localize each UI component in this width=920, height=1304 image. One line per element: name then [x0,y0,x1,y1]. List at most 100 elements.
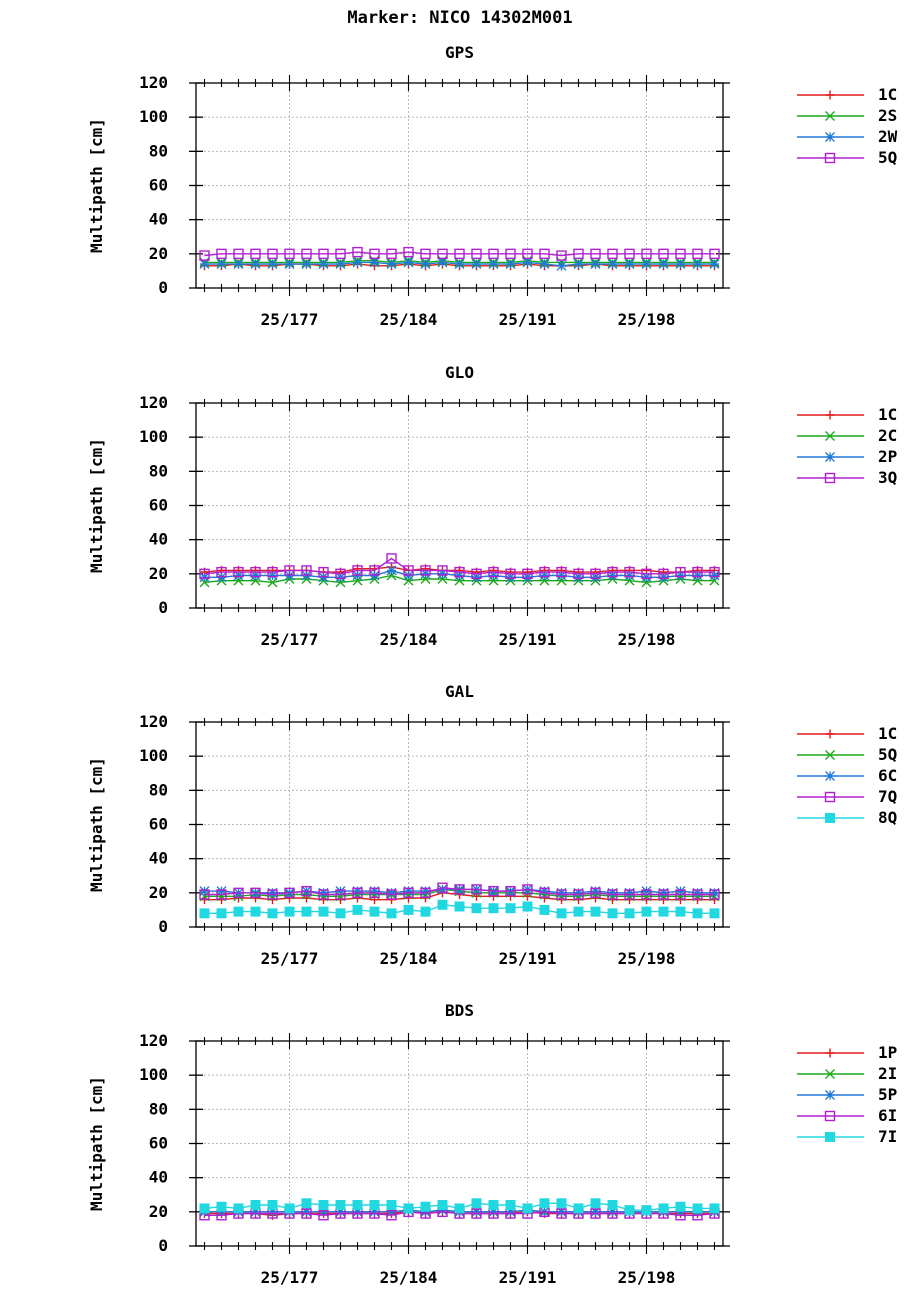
x-tick-label: 25/191 [499,949,557,968]
legend-label: 6I [878,1106,897,1125]
data-point [590,1206,601,1217]
data-point [658,568,669,580]
data-point [624,1205,635,1216]
data-point [675,248,686,260]
data-point [335,889,346,900]
data-point [335,572,346,583]
y-tick-label: 20 [149,883,168,902]
data-point [675,259,686,270]
y-axis-label: Multipath [cm] [87,438,106,573]
data-point [199,572,210,583]
data-point [335,248,346,260]
legend-marker [824,791,836,803]
x-tick-label: 25/191 [499,1268,557,1287]
data-point [318,566,329,578]
y-tick-label: 120 [139,393,168,412]
data-point [403,246,414,258]
data-point [471,568,482,580]
y-axis-label: Multipath [cm] [87,1076,106,1211]
data-point [658,259,669,270]
data-point [624,248,635,260]
panel-title: GLO [445,363,474,382]
data-point [250,1206,261,1217]
data-point [556,908,567,919]
data-point [556,889,567,900]
data-point [607,248,618,260]
data-point [556,1206,567,1217]
data-point [267,248,278,260]
series-3q [199,553,720,580]
legend-marker [824,1110,836,1122]
series-line [204,557,715,575]
data-point [709,566,720,578]
data-point [233,259,244,270]
legend-marker [825,813,835,823]
data-point [607,566,618,578]
data-point [403,904,414,915]
data-point [318,906,329,917]
y-tick-label: 120 [139,1031,168,1050]
data-point [216,1206,227,1217]
data-point [250,248,261,260]
panel-title: BDS [445,1001,474,1020]
data-point [505,572,516,583]
y-axis-label: Multipath [cm] [87,757,106,892]
data-point [539,248,550,260]
data-point [522,257,533,268]
data-point [505,1206,516,1217]
panel-gal: GAL 0 20 40 60 80 100 120 25/177 25/184 25/191 25/1… [87,682,897,968]
data-point [318,1210,329,1221]
data-point [301,1206,312,1217]
data-point [624,889,635,900]
data-point [233,887,244,899]
data-point [403,257,414,268]
data-point [692,566,703,578]
data-point [267,889,278,900]
data-point [471,1198,482,1209]
y-tick-label: 20 [149,564,168,583]
data-point [454,901,465,912]
series-line [204,886,715,896]
data-point [658,887,669,898]
data-point [709,889,720,900]
data-point [318,1200,329,1210]
x-tick-label: 25/198 [618,1268,676,1287]
figure-title: Marker: NICO 14302M001 [347,8,573,28]
data-point [420,906,431,917]
data-point [370,895,379,905]
data-point [216,566,227,578]
data-point [505,248,516,260]
data-point [454,248,465,260]
data-point [335,908,346,919]
data-point [335,886,346,897]
data-point [199,1203,210,1214]
data-point [641,1205,652,1216]
data-point [267,259,278,270]
y-tick-label: 100 [139,746,168,765]
data-point [590,1198,601,1209]
data-point [284,906,295,917]
y-axis-label: Multipath [cm] [87,118,106,253]
data-point [658,889,669,900]
data-point [573,887,584,898]
data-point [250,887,261,899]
data-point [692,1203,703,1214]
y-tick-label: 100 [139,107,168,126]
data-point [709,908,720,919]
legend-label: 2W [878,127,898,146]
data-point [488,259,499,270]
y-tick-label: 120 [139,73,168,92]
data-point [641,572,652,583]
data-point [556,1198,567,1209]
data-point [216,248,227,260]
x-tick-label: 25/177 [261,310,319,329]
panel-gps: GPS 0 20 40 60 80 100 120 25/177 25/184 25/191 25/1… [87,43,898,329]
data-point [590,259,601,270]
y-tick-label: 100 [139,1065,168,1084]
data-point [386,908,397,919]
data-point [352,886,363,897]
data-point [522,248,533,260]
data-point [488,566,499,578]
legend-marker [825,90,835,100]
data-point [403,887,414,899]
